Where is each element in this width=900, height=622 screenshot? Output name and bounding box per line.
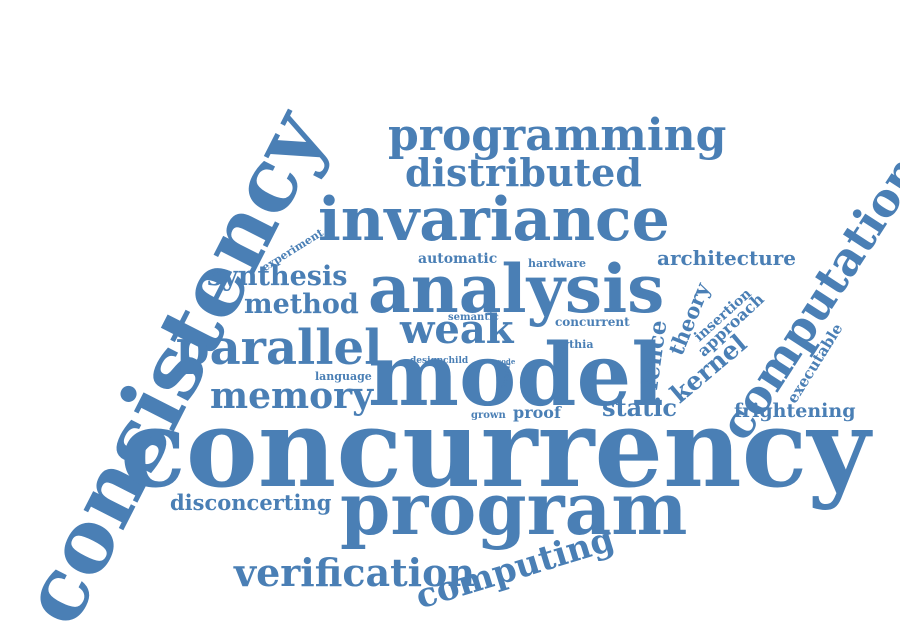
word-programming: programming xyxy=(388,110,727,161)
word-concurrent: concurrent xyxy=(555,315,630,329)
word-static: static xyxy=(602,393,677,422)
word-proof: proof xyxy=(513,403,561,422)
word-model: model xyxy=(368,325,664,426)
word-method: method xyxy=(244,289,359,320)
word-automatic: automatic xyxy=(418,251,498,267)
word-parallel: parallel xyxy=(176,320,383,376)
word-concurrency: concurrency xyxy=(120,386,871,512)
word-synthesis: synthesis xyxy=(207,261,348,292)
word-grown: grown xyxy=(471,410,506,421)
word-program: program xyxy=(340,466,688,551)
word-hardware: hardware xyxy=(528,257,587,270)
word-pythia: pythia xyxy=(555,338,594,351)
word-memory: memory xyxy=(210,375,373,417)
word-distributed: distributed xyxy=(405,150,642,195)
word-analysis: analysis xyxy=(368,250,665,328)
word-frightening: frightening xyxy=(734,400,856,422)
word-weak: weak xyxy=(400,306,514,353)
word-architecture: architecture xyxy=(657,246,796,270)
word-language: language xyxy=(315,370,372,383)
word-semantic: semantic xyxy=(448,312,499,323)
word-disconcerting: disconcerting xyxy=(170,490,332,515)
word-child: child xyxy=(443,356,469,366)
word-code: code xyxy=(497,357,516,366)
word-verification: verification xyxy=(234,550,476,595)
word-invariance: invariance xyxy=(318,185,670,255)
word-design: design xyxy=(410,356,444,366)
